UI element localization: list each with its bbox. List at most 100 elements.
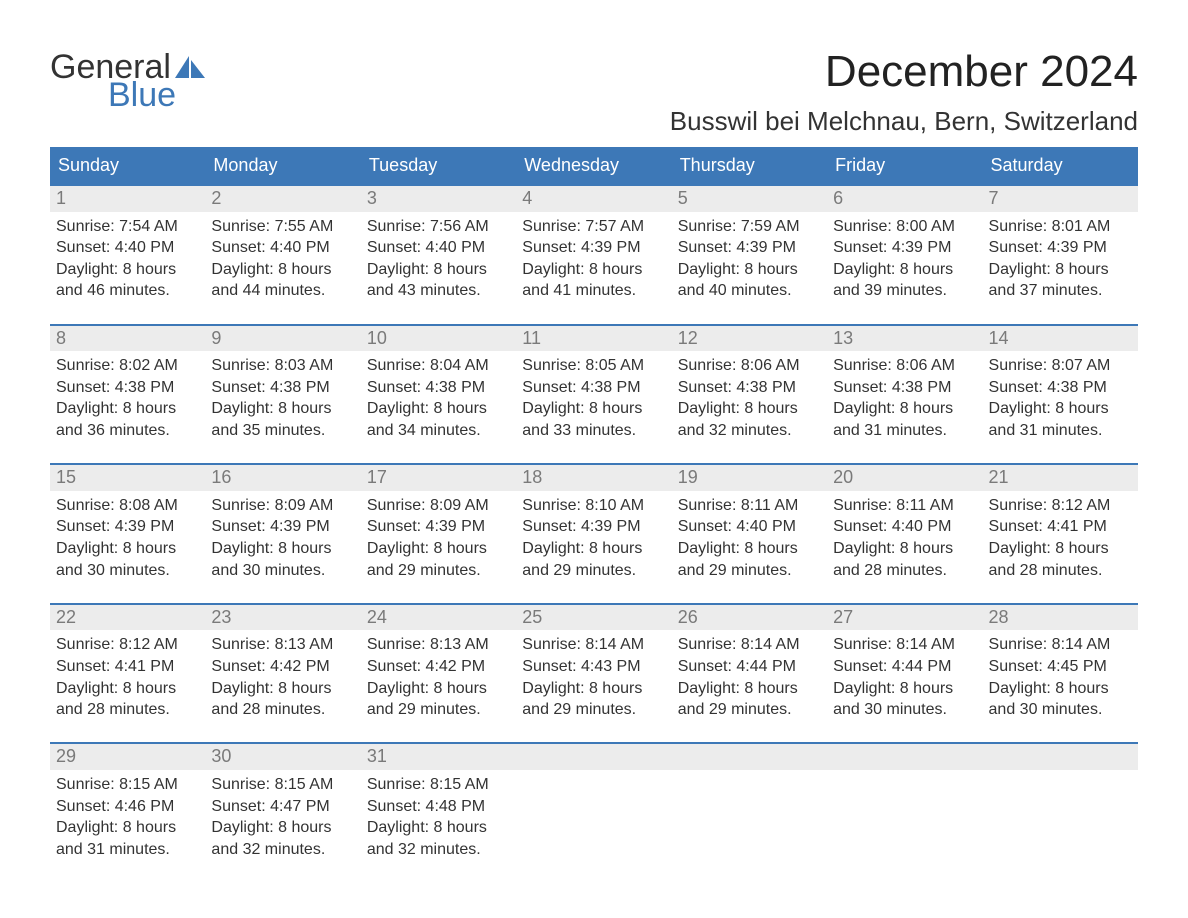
header-row: General Blue December 2024 Busswil bei M… xyxy=(50,50,1138,147)
sunset-line: Sunset: 4:46 PM xyxy=(56,796,199,818)
dayname-wednesday: Wednesday xyxy=(516,147,671,184)
calendar-day-cell: 23Sunrise: 8:13 AMSunset: 4:42 PMDayligh… xyxy=(205,603,360,743)
day-body: Sunrise: 8:10 AMSunset: 4:39 PMDaylight:… xyxy=(516,491,671,603)
day-number: 19 xyxy=(672,463,827,491)
day-body: Sunrise: 8:14 AMSunset: 4:43 PMDaylight:… xyxy=(516,630,671,742)
daylight-line-1: Daylight: 8 hours xyxy=(833,678,976,700)
sunset-line: Sunset: 4:40 PM xyxy=(56,237,199,259)
day-number-empty xyxy=(827,742,982,770)
brand-logo: General Blue xyxy=(50,50,205,112)
sunrise-line: Sunrise: 8:14 AM xyxy=(833,634,976,656)
sunset-line: Sunset: 4:40 PM xyxy=(211,237,354,259)
daylight-line-2: and 30 minutes. xyxy=(56,560,199,582)
sunrise-line: Sunrise: 8:11 AM xyxy=(833,495,976,517)
sunrise-line: Sunrise: 8:10 AM xyxy=(522,495,665,517)
day-body: Sunrise: 8:14 AMSunset: 4:44 PMDaylight:… xyxy=(672,630,827,742)
calendar-day-cell: 6Sunrise: 8:00 AMSunset: 4:39 PMDaylight… xyxy=(827,184,982,324)
day-number: 23 xyxy=(205,603,360,631)
sunset-line: Sunset: 4:41 PM xyxy=(989,516,1132,538)
daylight-line-2: and 46 minutes. xyxy=(56,280,199,302)
daylight-line-2: and 29 minutes. xyxy=(522,699,665,721)
sunset-line: Sunset: 4:38 PM xyxy=(989,377,1132,399)
daylight-line-2: and 32 minutes. xyxy=(367,839,510,861)
day-number: 30 xyxy=(205,742,360,770)
day-body: Sunrise: 7:59 AMSunset: 4:39 PMDaylight:… xyxy=(672,212,827,324)
daylight-line-1: Daylight: 8 hours xyxy=(989,398,1132,420)
day-number: 31 xyxy=(361,742,516,770)
sunrise-line: Sunrise: 8:02 AM xyxy=(56,355,199,377)
day-body: Sunrise: 8:02 AMSunset: 4:38 PMDaylight:… xyxy=(50,351,205,463)
daylight-line-2: and 32 minutes. xyxy=(678,420,821,442)
sunrise-line: Sunrise: 8:05 AM xyxy=(522,355,665,377)
day-number: 29 xyxy=(50,742,205,770)
sunset-line: Sunset: 4:38 PM xyxy=(56,377,199,399)
daylight-line-1: Daylight: 8 hours xyxy=(833,398,976,420)
sunset-line: Sunset: 4:48 PM xyxy=(367,796,510,818)
daylight-line-2: and 31 minutes. xyxy=(989,420,1132,442)
calendar-day-cell: 18Sunrise: 8:10 AMSunset: 4:39 PMDayligh… xyxy=(516,463,671,603)
calendar-day-cell: 2Sunrise: 7:55 AMSunset: 4:40 PMDaylight… xyxy=(205,184,360,324)
daylight-line-2: and 29 minutes. xyxy=(367,560,510,582)
daylight-line-2: and 31 minutes. xyxy=(56,839,199,861)
day-number-empty xyxy=(983,742,1138,770)
sunrise-line: Sunrise: 7:54 AM xyxy=(56,216,199,238)
day-number: 6 xyxy=(827,184,982,212)
day-number: 22 xyxy=(50,603,205,631)
dayname-thursday: Thursday xyxy=(672,147,827,184)
calendar-day-cell: 25Sunrise: 8:14 AMSunset: 4:43 PMDayligh… xyxy=(516,603,671,743)
calendar-day-cell: 29Sunrise: 8:15 AMSunset: 4:46 PMDayligh… xyxy=(50,742,205,882)
daylight-line-2: and 29 minutes. xyxy=(367,699,510,721)
day-number: 21 xyxy=(983,463,1138,491)
day-body: Sunrise: 8:15 AMSunset: 4:47 PMDaylight:… xyxy=(205,770,360,882)
day-number: 11 xyxy=(516,324,671,352)
daylight-line-1: Daylight: 8 hours xyxy=(367,817,510,839)
daylight-line-1: Daylight: 8 hours xyxy=(367,398,510,420)
sunrise-line: Sunrise: 8:14 AM xyxy=(989,634,1132,656)
calendar-day-cell: 3Sunrise: 7:56 AMSunset: 4:40 PMDaylight… xyxy=(361,184,516,324)
day-body: Sunrise: 8:04 AMSunset: 4:38 PMDaylight:… xyxy=(361,351,516,463)
calendar-body: 1Sunrise: 7:54 AMSunset: 4:40 PMDaylight… xyxy=(50,184,1138,882)
day-body: Sunrise: 8:11 AMSunset: 4:40 PMDaylight:… xyxy=(672,491,827,603)
daylight-line-1: Daylight: 8 hours xyxy=(522,398,665,420)
daylight-line-1: Daylight: 8 hours xyxy=(678,398,821,420)
sunrise-line: Sunrise: 8:14 AM xyxy=(522,634,665,656)
day-number: 2 xyxy=(205,184,360,212)
sunrise-line: Sunrise: 8:15 AM xyxy=(211,774,354,796)
sunrise-line: Sunrise: 8:04 AM xyxy=(367,355,510,377)
sunrise-line: Sunrise: 8:08 AM xyxy=(56,495,199,517)
calendar-day-cell xyxy=(827,742,982,882)
calendar-day-cell xyxy=(983,742,1138,882)
day-body: Sunrise: 8:06 AMSunset: 4:38 PMDaylight:… xyxy=(827,351,982,463)
day-number: 1 xyxy=(50,184,205,212)
calendar-day-cell: 7Sunrise: 8:01 AMSunset: 4:39 PMDaylight… xyxy=(983,184,1138,324)
daylight-line-2: and 28 minutes. xyxy=(989,560,1132,582)
daylight-line-2: and 29 minutes. xyxy=(522,560,665,582)
day-body: Sunrise: 8:06 AMSunset: 4:38 PMDaylight:… xyxy=(672,351,827,463)
daylight-line-1: Daylight: 8 hours xyxy=(211,398,354,420)
sunrise-line: Sunrise: 8:15 AM xyxy=(56,774,199,796)
daylight-line-1: Daylight: 8 hours xyxy=(56,678,199,700)
daylight-line-1: Daylight: 8 hours xyxy=(678,259,821,281)
day-number: 10 xyxy=(361,324,516,352)
daylight-line-1: Daylight: 8 hours xyxy=(211,678,354,700)
title-location: Busswil bei Melchnau, Bern, Switzerland xyxy=(670,106,1138,137)
day-number: 3 xyxy=(361,184,516,212)
daylight-line-2: and 40 minutes. xyxy=(678,280,821,302)
daylight-line-1: Daylight: 8 hours xyxy=(367,538,510,560)
daylight-line-1: Daylight: 8 hours xyxy=(56,259,199,281)
daylight-line-1: Daylight: 8 hours xyxy=(678,538,821,560)
daylight-line-2: and 44 minutes. xyxy=(211,280,354,302)
dayname-friday: Friday xyxy=(827,147,982,184)
sunset-line: Sunset: 4:38 PM xyxy=(678,377,821,399)
day-body: Sunrise: 8:15 AMSunset: 4:46 PMDaylight:… xyxy=(50,770,205,882)
calendar-week-row: 15Sunrise: 8:08 AMSunset: 4:39 PMDayligh… xyxy=(50,463,1138,603)
sunrise-line: Sunrise: 8:06 AM xyxy=(678,355,821,377)
sunrise-line: Sunrise: 8:13 AM xyxy=(211,634,354,656)
calendar-day-cell: 24Sunrise: 8:13 AMSunset: 4:42 PMDayligh… xyxy=(361,603,516,743)
calendar-day-cell: 19Sunrise: 8:11 AMSunset: 4:40 PMDayligh… xyxy=(672,463,827,603)
day-body: Sunrise: 7:57 AMSunset: 4:39 PMDaylight:… xyxy=(516,212,671,324)
sunset-line: Sunset: 4:39 PM xyxy=(56,516,199,538)
daylight-line-1: Daylight: 8 hours xyxy=(522,678,665,700)
daylight-line-1: Daylight: 8 hours xyxy=(211,259,354,281)
calendar-week-row: 22Sunrise: 8:12 AMSunset: 4:41 PMDayligh… xyxy=(50,603,1138,743)
